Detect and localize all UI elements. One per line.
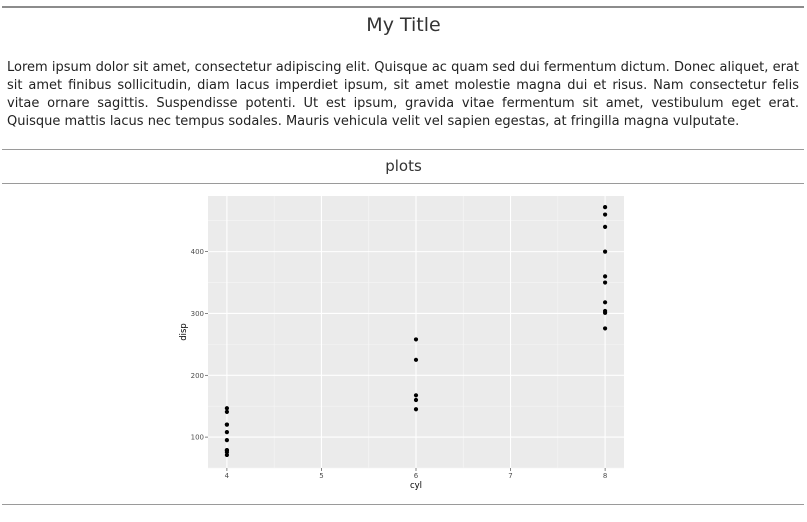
data-point	[413, 397, 419, 403]
plot-points	[224, 205, 608, 458]
y-tick-label: 200	[191, 372, 204, 380]
plot-axes: 4 5 6 7 8 100 200 300 400	[191, 248, 608, 480]
scatter-plot: 4 5 6 7 8 100 200 300 400 cyl disp	[179, 196, 624, 491]
data-point	[602, 300, 608, 305]
x-tick-label: 4	[225, 472, 230, 480]
data-point	[224, 452, 230, 458]
data-point	[224, 430, 230, 435]
data-point	[224, 422, 230, 427]
data-point	[413, 337, 419, 342]
x-tick-label: 8	[603, 472, 607, 480]
data-point	[602, 205, 608, 210]
section-header-plots: plots	[385, 157, 422, 175]
data-point	[602, 310, 608, 315]
y-tick-label: 400	[191, 248, 204, 256]
x-tick-label: 5	[319, 472, 323, 480]
page-title: My Title	[366, 14, 441, 36]
data-point	[224, 409, 230, 414]
data-point	[602, 280, 608, 285]
y-tick-label: 100	[191, 434, 204, 442]
data-point	[602, 249, 608, 254]
y-tick-label: 300	[191, 310, 204, 318]
data-point	[224, 438, 230, 443]
section-divider-top	[2, 149, 804, 150]
data-point	[413, 393, 419, 398]
section-divider-bottom	[2, 183, 804, 184]
bottom-rule	[2, 504, 804, 505]
data-point	[413, 357, 419, 362]
intro-paragraph: Lorem ipsum dolor sit amet, consectetur …	[7, 60, 799, 129]
data-point	[413, 407, 419, 412]
data-point	[224, 406, 230, 411]
data-point	[602, 274, 608, 279]
x-tick-label: 7	[508, 472, 512, 480]
x-tick-label: 6	[414, 472, 419, 480]
data-point	[602, 224, 608, 230]
data-point	[602, 326, 608, 331]
top-rule	[2, 6, 804, 8]
x-axis-title: cyl	[410, 481, 422, 491]
y-axis-title: disp	[179, 323, 189, 341]
data-point	[602, 212, 608, 217]
